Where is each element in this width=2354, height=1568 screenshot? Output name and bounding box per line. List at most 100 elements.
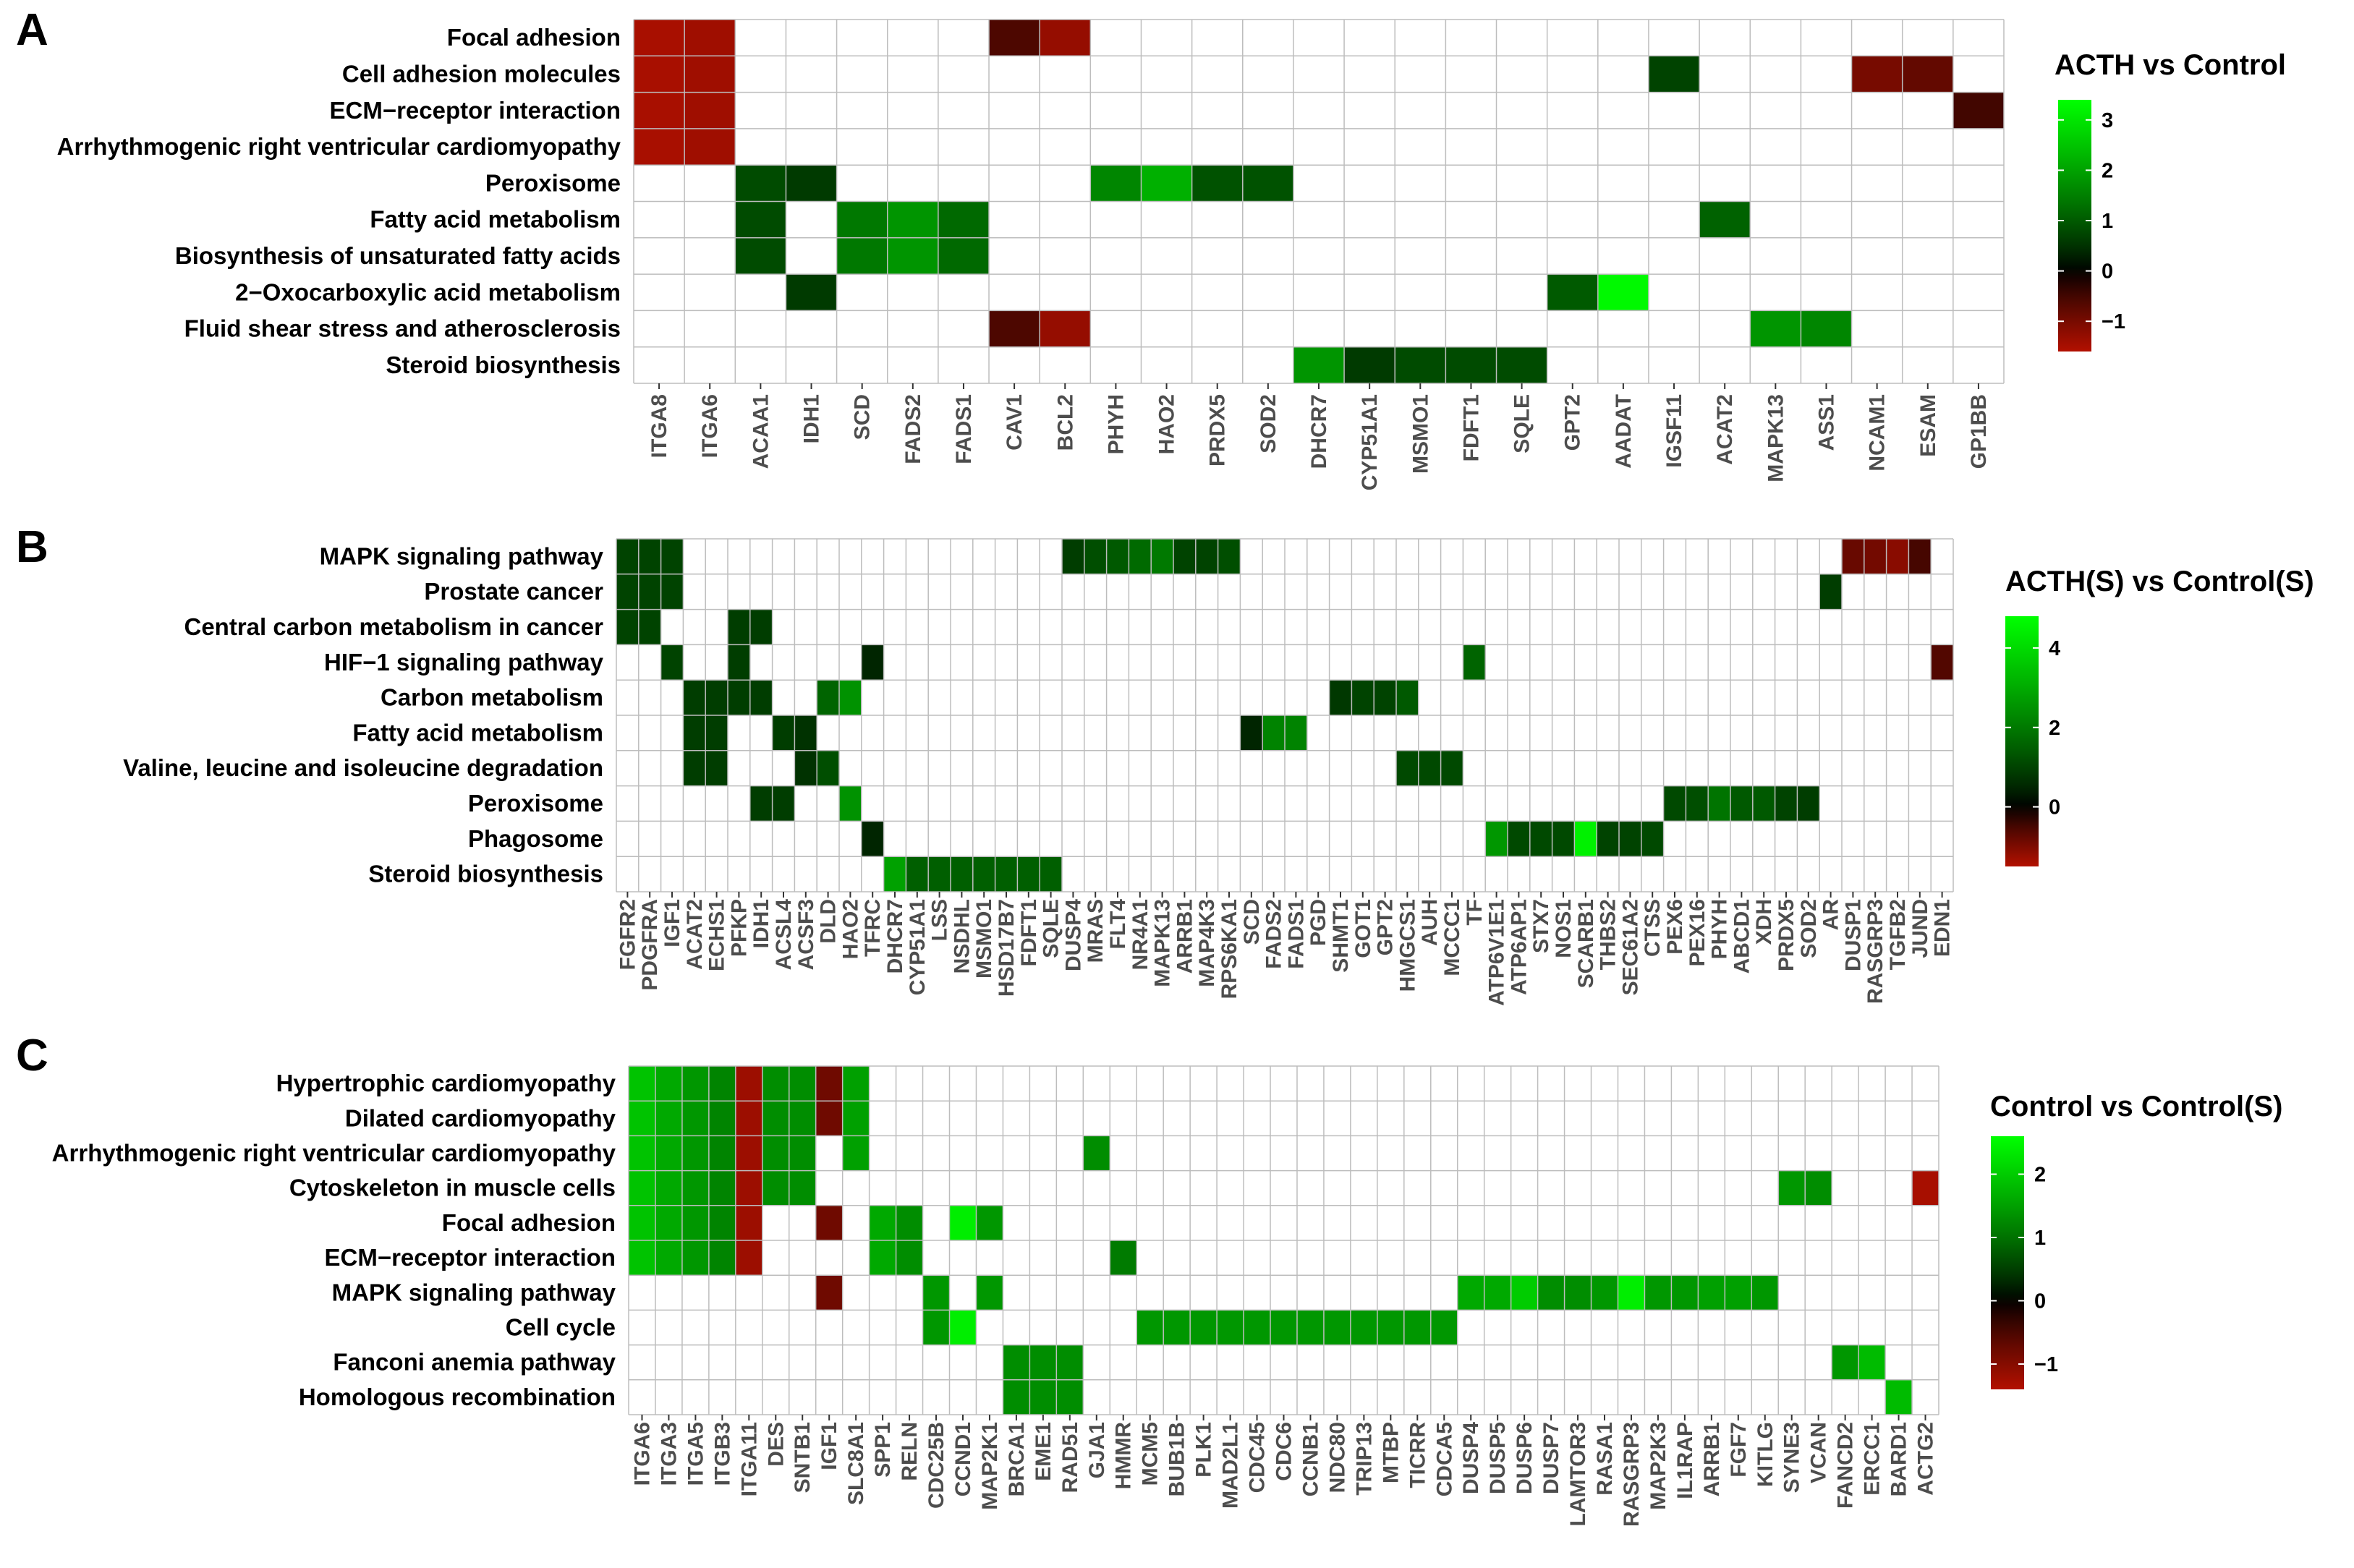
column-label-dusp5: DUSP5: [1486, 1422, 1510, 1494]
heatmap-cell: [922, 1310, 950, 1345]
column-label-cdc45: CDC45: [1246, 1422, 1270, 1493]
heatmap-cell: [1056, 1379, 1084, 1415]
legend-tick-label: 2: [2102, 159, 2113, 182]
column-label-mccc1: MCCC1: [1440, 899, 1464, 976]
column-label-echs1: ECHS1: [705, 899, 729, 971]
heatmap-cell: [708, 1205, 736, 1240]
column-label-pgd: PGD: [1306, 899, 1330, 946]
heatmap-cell: [1644, 1275, 1672, 1311]
column-label-gpt2: GPT2: [1374, 899, 1398, 955]
column-label-il1rap: IL1RAP: [1673, 1422, 1697, 1499]
row-label-hif-1-signaling-pathway: HIF−1 signaling pathway: [324, 649, 604, 676]
column-label-fads2: FADS2: [901, 394, 925, 464]
heatmap-cell: [735, 237, 786, 275]
column-label-kitlg: KITLG: [1754, 1422, 1777, 1487]
heatmap-cell: [1003, 1379, 1030, 1415]
heatmap-cell: [1801, 310, 1852, 347]
heatmap-cell: [938, 237, 990, 275]
column-label-itga6: ITGA6: [631, 1422, 655, 1486]
row-label-prostate-cancer: Prostate cancer: [424, 578, 603, 605]
row-label-fanconi-anemia-pathway: Fanconi anemia pathway: [333, 1349, 616, 1376]
heatmap-cell: [681, 1135, 709, 1171]
heatmap-cell: [749, 609, 773, 645]
column-label-eme1: EME1: [1032, 1422, 1055, 1481]
row-label-homologous-recombination: Homologous recombination: [299, 1384, 616, 1410]
heatmap-cell: [1062, 539, 1084, 574]
heatmap-cell: [861, 821, 884, 857]
row-label-central-carbon-metabolism-in-cancer: Central carbon metabolism in cancer: [184, 613, 603, 640]
heatmap-cell: [1430, 1310, 1458, 1345]
column-label-mapk13: MAPK13: [1151, 899, 1175, 987]
heatmap-cell: [1508, 821, 1530, 857]
heatmap-cell: [786, 165, 837, 202]
heatmap-cell: [1374, 680, 1396, 715]
column-label-acaa1: ACAA1: [749, 394, 773, 469]
heatmap-cell: [762, 1101, 789, 1136]
column-label-cdc6: CDC6: [1272, 1422, 1296, 1481]
column-label-aadat: AADAT: [1612, 394, 1636, 469]
heatmap-cell: [629, 1135, 655, 1171]
column-label-fdft1: FDFT1: [1017, 899, 1041, 966]
heatmap-cell: [629, 1170, 655, 1206]
heatmap-cell: [616, 539, 639, 574]
row-label-phagosome: Phagosome: [468, 825, 603, 852]
heatmap-cell: [708, 1066, 736, 1102]
column-label-dhcr7: DHCR7: [1307, 394, 1331, 469]
column-label-ctss: CTSS: [1641, 899, 1665, 957]
column-label-des: DES: [764, 1422, 788, 1467]
heatmap-cell: [708, 1101, 736, 1136]
column-label-xdh: XDH: [1752, 899, 1776, 945]
heatmap-cell: [1908, 539, 1932, 574]
row-label-dilated-cardiomyopathy: Dilated cardiomyopathy: [345, 1104, 616, 1131]
legend-tick-label: −1: [2034, 1353, 2058, 1376]
heatmap-cell: [638, 609, 661, 645]
row-label-focal-adhesion: Focal adhesion: [447, 24, 621, 51]
heatmap-cell: [1110, 1240, 1137, 1276]
heatmap-cell: [1591, 1275, 1618, 1311]
heatmap-cell: [1858, 1345, 1886, 1380]
heatmap-cell: [1242, 165, 1293, 202]
heatmap-cell: [629, 1101, 655, 1136]
legend-tick-label: 4: [2049, 637, 2060, 660]
heatmap-cell: [735, 1101, 762, 1136]
heatmap-cell: [1805, 1170, 1832, 1206]
heatmap-cell: [1641, 821, 1664, 857]
column-label-sec61a2: SEC61A2: [1618, 899, 1642, 995]
column-label-idh1: IDH1: [800, 394, 824, 443]
column-label-spp1: SPP1: [871, 1422, 895, 1478]
column-label-tfrc: TFRC: [861, 899, 885, 957]
heatmap-cell: [1597, 821, 1619, 857]
heatmap-cell: [1730, 785, 1753, 822]
column-label-nr4a1: NR4A1: [1129, 899, 1152, 970]
column-label-fgf7: FGF7: [1727, 1422, 1751, 1478]
heatmap-cell: [1529, 821, 1552, 857]
column-label-itga8: ITGA8: [647, 394, 671, 458]
heatmap-cell: [681, 1101, 709, 1136]
column-label-hao2: HAO2: [838, 899, 862, 959]
heatmap-cell: [922, 1275, 950, 1311]
heatmap-cell: [708, 1240, 736, 1276]
heatmap-cell: [1195, 539, 1218, 574]
heatmap-cell: [683, 680, 706, 715]
column-label-nos1: NOS1: [1552, 899, 1576, 958]
heatmap-cell: [1270, 1310, 1297, 1345]
heatmap-cell: [749, 680, 773, 715]
column-label-igf1: IGF1: [817, 1422, 841, 1470]
heatmap-cell: [1750, 310, 1801, 347]
legend-tick-label: 0: [2034, 1290, 2046, 1313]
column-label-phyh: PHYH: [1708, 899, 1732, 959]
column-label-itgb3: ITGB3: [710, 1422, 734, 1486]
heatmap-cell: [655, 1170, 682, 1206]
column-label-cdc25b: CDC25B: [925, 1422, 948, 1509]
heatmap-cell: [681, 1170, 709, 1206]
legend-tick-label: 0: [2102, 260, 2113, 284]
row-label-ecm-receptor-interaction: ECM−receptor interaction: [324, 1244, 616, 1271]
heatmap-cell: [839, 680, 862, 715]
heatmap-cell: [1885, 1379, 1913, 1415]
heatmap-cell: [634, 92, 685, 129]
heatmap-cell: [1886, 539, 1909, 574]
column-label-flt4: FLT4: [1106, 899, 1130, 950]
heatmap-cell: [629, 1205, 655, 1240]
heatmap-cell: [1403, 1310, 1431, 1345]
column-label-fdft1: FDFT1: [1459, 394, 1483, 461]
